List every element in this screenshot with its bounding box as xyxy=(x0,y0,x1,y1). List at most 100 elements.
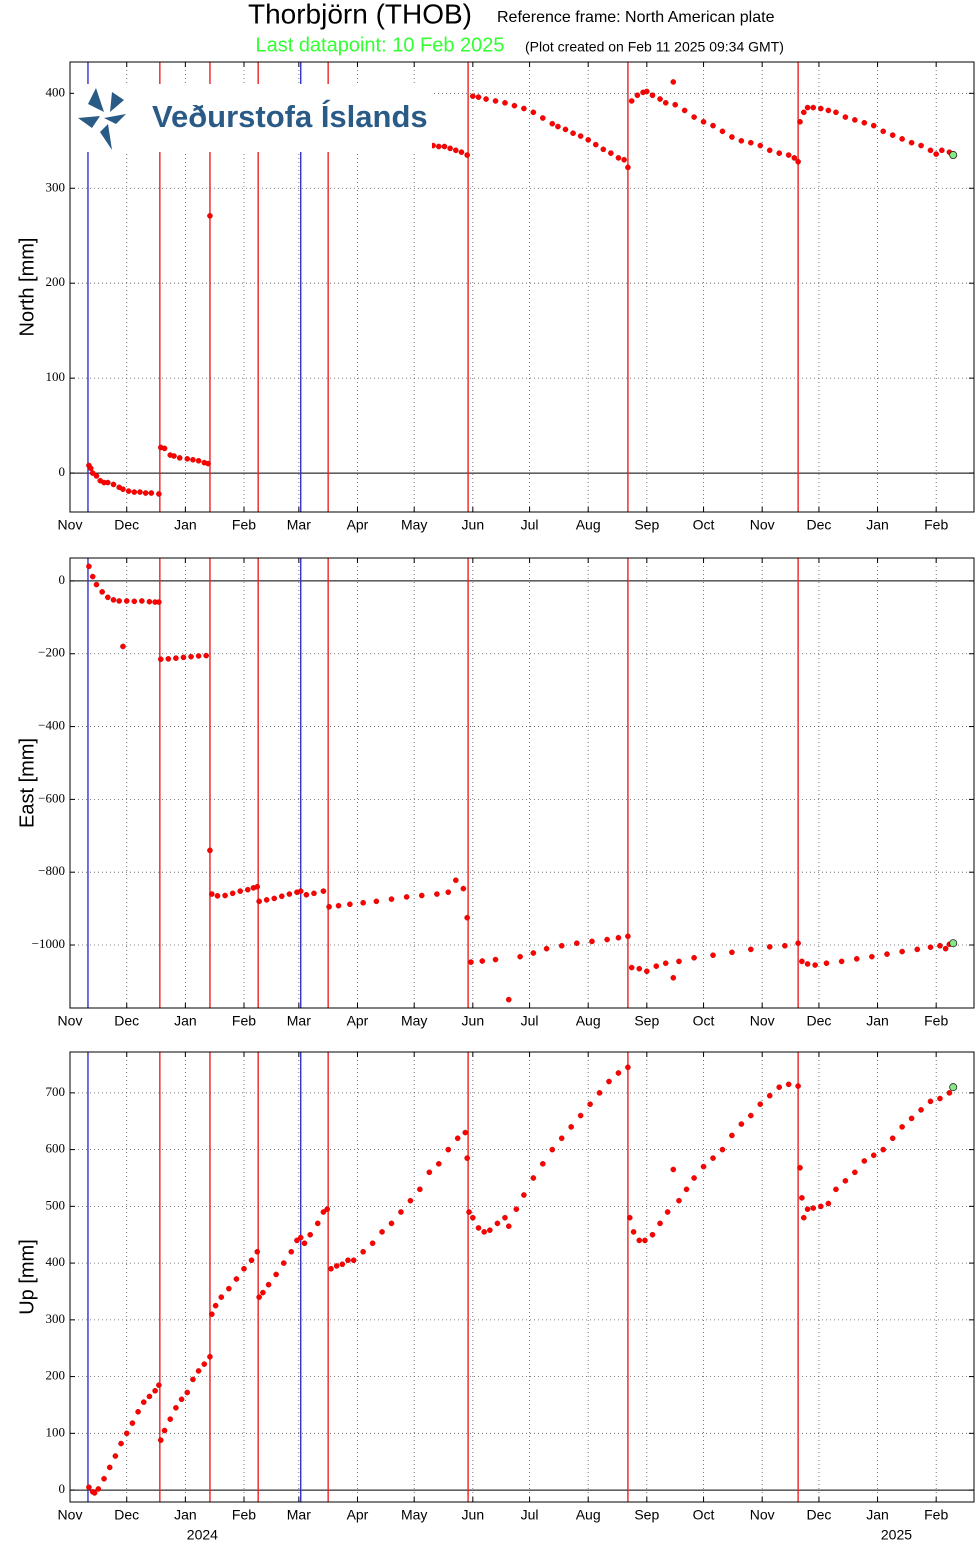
data-point xyxy=(288,1248,295,1255)
x-tick-label: Mar xyxy=(287,1013,311,1029)
x-tick-label: Jan xyxy=(866,1013,889,1029)
x-tick-label: Jun xyxy=(462,1013,485,1029)
data-point xyxy=(636,1237,643,1244)
x-tick-label: Dec xyxy=(806,1013,831,1029)
x-tick-label: Jul xyxy=(521,1013,539,1029)
data-point xyxy=(615,1070,622,1076)
data-point xyxy=(530,109,537,116)
data-point xyxy=(649,92,656,99)
data-point xyxy=(120,643,126,650)
data-point xyxy=(664,1209,671,1215)
data-point xyxy=(927,147,934,154)
reference-frame: Reference frame: North American plate xyxy=(497,9,775,26)
data-point xyxy=(838,958,845,965)
data-point xyxy=(106,1464,113,1471)
data-point xyxy=(604,936,610,943)
data-point xyxy=(470,1214,476,1221)
data-point xyxy=(776,1084,783,1090)
x-tick-label: May xyxy=(401,1507,427,1523)
data-point xyxy=(165,656,172,662)
x-tick-label: Sep xyxy=(634,1507,659,1523)
data-point xyxy=(738,137,745,144)
data-point xyxy=(657,96,663,102)
data-point xyxy=(818,105,824,112)
y-tick-label: 200 xyxy=(46,1368,66,1383)
x-tick-label: Jan xyxy=(174,1013,197,1029)
data-point xyxy=(615,934,622,941)
data-point xyxy=(700,1163,707,1170)
data-point xyxy=(918,142,924,149)
data-point xyxy=(142,490,149,496)
data-point xyxy=(927,1098,934,1105)
data-point xyxy=(91,1490,98,1496)
data-point xyxy=(691,954,697,961)
data-point xyxy=(458,149,465,155)
data-point xyxy=(636,965,643,972)
data-point xyxy=(479,958,486,964)
x-tick-label: Aug xyxy=(576,1507,601,1523)
data-point xyxy=(869,953,875,960)
x-tick-label: Apr xyxy=(347,517,369,533)
data-point xyxy=(212,1302,219,1309)
data-point xyxy=(218,1294,225,1300)
x-tick-label: Feb xyxy=(232,517,256,533)
data-point xyxy=(558,1135,565,1142)
data-point xyxy=(757,1101,764,1108)
data-point xyxy=(899,1124,905,1130)
logo: Veðurstofa Íslands xyxy=(74,84,432,152)
x-tick-label: Jan xyxy=(866,1507,889,1523)
logo-text: Veðurstofa Íslands xyxy=(152,99,428,134)
data-point xyxy=(157,1437,164,1443)
data-point xyxy=(804,104,811,111)
data-point xyxy=(757,142,764,149)
data-point xyxy=(870,122,877,129)
data-point xyxy=(426,1169,433,1176)
data-point xyxy=(140,1399,147,1405)
data-point xyxy=(254,883,261,890)
data-point xyxy=(933,151,939,157)
data-point xyxy=(833,1186,839,1193)
data-point xyxy=(861,119,868,126)
data-point xyxy=(324,1206,331,1212)
data-point xyxy=(825,1200,832,1207)
last-datapoint: Last datapoint: 10 Feb 2025 xyxy=(255,34,504,56)
data-point xyxy=(146,598,153,605)
x-tick-label: Sep xyxy=(634,1013,659,1029)
data-point xyxy=(628,98,635,104)
x-tick-label: Oct xyxy=(693,1507,715,1523)
data-point xyxy=(152,1387,158,1394)
data-point xyxy=(937,942,943,949)
year-label: 2024 xyxy=(187,1527,218,1543)
x-tick-label: Nov xyxy=(750,1507,775,1523)
data-point xyxy=(676,958,682,965)
data-point xyxy=(562,126,569,133)
last-datapoint-marker xyxy=(949,151,958,160)
plot-frame xyxy=(69,557,975,1009)
x-tick-label: Feb xyxy=(924,1507,948,1523)
data-point xyxy=(190,1376,196,1383)
data-point xyxy=(320,1209,327,1215)
data-point xyxy=(492,98,499,104)
data-point xyxy=(662,100,669,106)
data-point xyxy=(589,938,595,945)
data-point xyxy=(131,598,138,605)
data-point xyxy=(644,88,650,95)
data-point xyxy=(729,1132,735,1139)
created-note: (Plot created on Feb 11 2025 09:34 GMT) xyxy=(525,39,784,55)
data-point xyxy=(271,895,278,902)
data-point xyxy=(918,1107,924,1113)
data-point xyxy=(123,598,130,604)
data-point xyxy=(311,890,317,897)
data-point xyxy=(543,945,550,952)
data-point xyxy=(156,491,162,497)
data-point xyxy=(833,109,839,116)
data-point xyxy=(125,488,132,494)
data-point xyxy=(229,890,236,897)
data-point xyxy=(468,959,474,965)
data-point xyxy=(585,137,591,143)
data-point xyxy=(188,653,194,660)
data-point xyxy=(207,212,213,219)
data-point xyxy=(738,1121,745,1127)
data-point xyxy=(908,1115,915,1122)
x-tick-label: Dec xyxy=(114,1013,139,1029)
